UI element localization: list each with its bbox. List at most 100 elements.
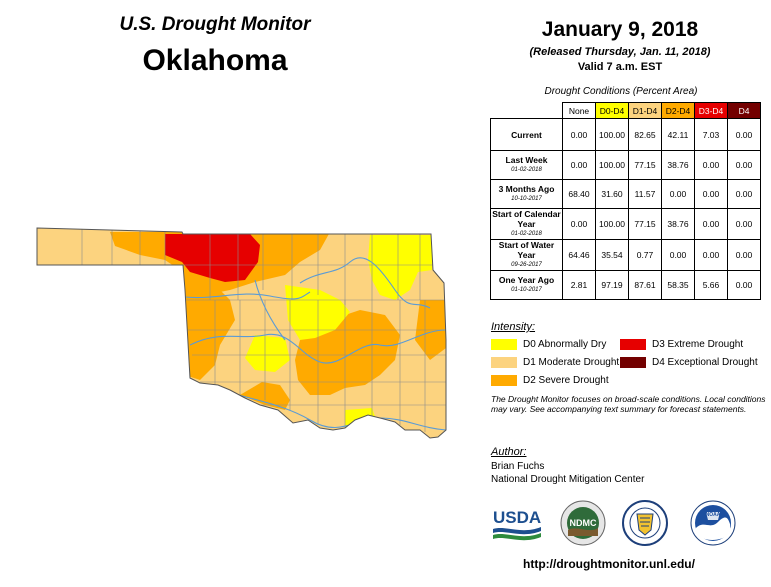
legend-item-d0: D0 Abnormally Dry	[491, 339, 606, 350]
author-org: National Drought Mitigation Center	[491, 474, 645, 485]
noaa-logo-text: NOAA	[706, 512, 721, 518]
table-cell: 5.66	[694, 270, 728, 300]
table-cell: 100.00	[595, 208, 629, 240]
drought-zones	[37, 228, 446, 438]
legend-swatch-d1	[491, 357, 517, 368]
table-cell: 100.00	[595, 118, 629, 151]
table-cell: 87.61	[628, 270, 662, 300]
table-cell: 42.11	[661, 118, 695, 151]
col-header: None	[562, 102, 596, 119]
legend-title: Intensity:	[491, 321, 536, 333]
author-name: Brian Fuchs	[491, 461, 545, 472]
table-cell: 0.00	[661, 179, 695, 209]
legend-item-d4: D4 Exceptional Drought	[620, 357, 758, 368]
table-cell: 0.00	[727, 118, 761, 151]
table-cell: 82.65	[628, 118, 662, 151]
commerce-seal-logo	[622, 500, 668, 546]
table-cell: 0.00	[694, 179, 728, 209]
table-cell: 68.40	[562, 179, 596, 209]
row-label: One Year Ago 01-10-2017	[490, 270, 563, 300]
table-cell: 0.00	[562, 150, 596, 180]
table-caption: Drought Conditions (Percent Area)	[544, 86, 698, 97]
table-header-blank	[491, 103, 563, 119]
table-cell: 0.00	[562, 118, 596, 151]
header-left: U.S. Drought Monitor Oklahoma	[0, 14, 430, 78]
table-cell: 0.00	[562, 208, 596, 240]
legend-item-d2: D2 Severe Drought	[491, 375, 609, 386]
table-cell: 97.19	[595, 270, 629, 300]
table-row: Start of Calendar Year 01-02-2018 0.00 100.…	[490, 208, 761, 240]
noaa-logo: NOAA	[690, 500, 736, 546]
col-header: D3-D4	[694, 102, 728, 119]
legend-label-d0: D0 Abnormally Dry	[523, 339, 607, 350]
table-cell: 0.00	[727, 208, 761, 240]
zone-d0-south	[345, 408, 378, 432]
row-label-text: Current	[511, 129, 542, 140]
drought-conditions-table: None D0-D4 D1-D4 D2-D4 D3-D4 D4 Current 0…	[490, 102, 761, 300]
table-cell: 77.15	[628, 208, 662, 240]
table-cell: 11.57	[628, 179, 662, 209]
zone-d0-central	[285, 285, 350, 340]
table-row: Last Week 01-02-2018 0.00 100.00 77.15 38.76 0…	[490, 150, 761, 180]
disclaimer-note: The Drought Monitor focuses on broad-sca…	[491, 394, 766, 414]
table-cell: 77.15	[628, 150, 662, 180]
table-cell: 7.03	[694, 118, 728, 151]
zone-d0-northeast	[368, 235, 432, 300]
table-cell: 35.54	[595, 239, 629, 271]
row-label-date: 01-10-2017	[511, 287, 542, 293]
zone-d0-southwest	[245, 335, 290, 372]
map-date: January 9, 2018	[541, 18, 699, 41]
row-label-date: 09-26-2017	[511, 262, 542, 268]
legend-label-d1: D1 Moderate Drought	[523, 357, 620, 368]
map-title: U.S. Drought Monitor	[119, 14, 311, 35]
row-label: Start of Water Year 09-26-2017	[490, 239, 563, 271]
table-cell: 0.00	[727, 179, 761, 209]
legend-item-d3: D3 Extreme Drought	[620, 339, 743, 350]
row-label-text: Start of Calendar Year	[492, 209, 561, 229]
table-header-row: None D0-D4 D1-D4 D2-D4 D3-D4 D4	[491, 102, 761, 119]
row-label-date: 10-10-2017	[511, 196, 542, 202]
table-body: Current 0.00 100.00 82.65 42.11 7.03 0.00 Last …	[490, 118, 761, 300]
table-cell: 0.00	[661, 239, 695, 271]
usda-logo: USDA	[493, 508, 541, 541]
valid-time: Valid 7 a.m. EST	[577, 61, 663, 73]
row-label-text: 3 Months Ago	[498, 184, 555, 194]
table-row: Start of Water Year 09-26-2017 64.46 35.54 0…	[490, 239, 761, 271]
legend-label-d3: D3 Extreme Drought	[652, 339, 744, 350]
table-row: 3 Months Ago 10-10-2017 68.40 31.60 11.57 0.0…	[490, 179, 761, 209]
row-label-date: 01-02-2018	[511, 167, 542, 173]
row-label: Start of Calendar Year 01-02-2018	[490, 208, 563, 240]
table-cell: 38.76	[661, 150, 695, 180]
rivers	[184, 257, 446, 431]
row-label-text: Start of Water Year	[498, 240, 555, 260]
col-header: D1-D4	[628, 102, 662, 119]
legend-label-d4: D4 Exceptional Drought	[652, 357, 758, 368]
table-cell: 0.00	[694, 239, 728, 271]
usda-logo-text: USDA	[493, 508, 541, 527]
state-name: Oklahoma	[142, 44, 288, 77]
zone-d3-extreme	[165, 234, 260, 282]
row-label-date: 01-02-2018	[511, 231, 542, 237]
legend-swatch-d3	[620, 339, 646, 350]
website-link[interactable]: http://droughtmonitor.unl.edu/	[523, 557, 695, 571]
table-cell: 58.35	[661, 270, 695, 300]
table-cell: 64.46	[562, 239, 596, 271]
table-row: Current 0.00 100.00 82.65 42.11 7.03 0.00	[490, 118, 761, 151]
row-label: 3 Months Ago 10-10-2017	[490, 179, 563, 209]
table-cell: 31.60	[595, 179, 629, 209]
table-cell: 100.00	[595, 150, 629, 180]
legend-label-d2: D2 Severe Drought	[523, 375, 609, 386]
col-header: D4	[727, 102, 761, 119]
author-title: Author:	[491, 446, 527, 458]
county-lines	[81, 228, 446, 432]
ndmc-logo-text: NDMC	[570, 518, 597, 528]
release-date: (Released Thursday, Jan. 11, 2018)	[529, 46, 711, 58]
table-cell: 0.00	[727, 239, 761, 271]
table-cell: 0.00	[694, 208, 728, 240]
legend-swatch-d0	[491, 339, 517, 350]
table-cell: 0.00	[694, 150, 728, 180]
col-header: D2-D4	[661, 102, 695, 119]
state-border	[36, 227, 447, 439]
col-header: D0-D4	[595, 102, 629, 119]
table-cell: 0.00	[727, 270, 761, 300]
